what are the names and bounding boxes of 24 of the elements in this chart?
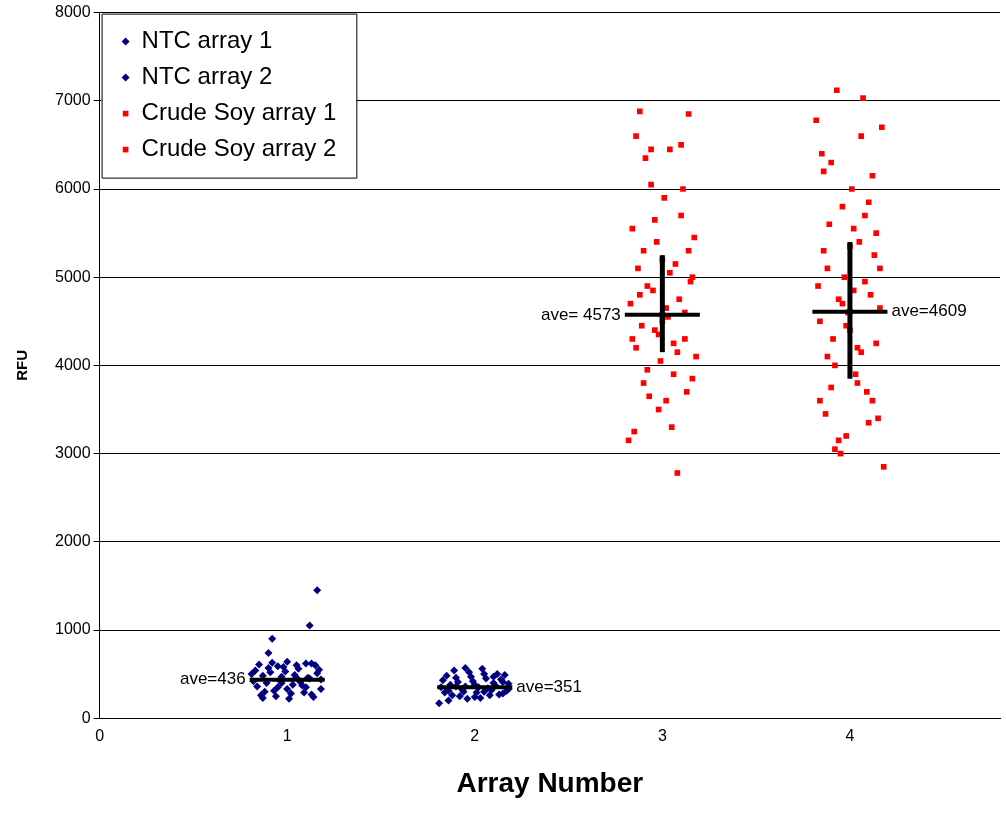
y-tick-label: 1000 xyxy=(55,620,91,638)
y-tick-label: 6000 xyxy=(55,179,91,197)
annotation: ave=351 xyxy=(516,676,582,696)
x-axis-title: Array Number xyxy=(456,766,644,798)
annotation: ave=4609 xyxy=(891,301,967,321)
y-axis-title: RFU xyxy=(13,349,31,381)
x-tick-label: 3 xyxy=(657,727,667,745)
y-tick-label: 5000 xyxy=(55,267,91,285)
y-tick-label: 8000 xyxy=(55,3,91,21)
x-tick-label: 2 xyxy=(470,727,480,745)
x-tick-label: 0 xyxy=(95,727,105,745)
x-tick-label: 1 xyxy=(282,727,292,745)
y-tick-label: 3000 xyxy=(55,444,91,462)
y-tick-label: 7000 xyxy=(55,91,91,109)
x-tick-label: 4 xyxy=(845,727,855,745)
y-tick-label: 2000 xyxy=(55,532,91,550)
legend-label: Crude Soy array 2 xyxy=(141,134,337,162)
y-tick-label: 0 xyxy=(81,708,91,726)
annotation: ave= 4573 xyxy=(540,304,621,324)
legend-label: Crude Soy array 1 xyxy=(141,98,337,126)
legend-label: NTC array 2 xyxy=(141,62,273,90)
legend-label: NTC array 1 xyxy=(141,26,273,54)
y-tick-label: 4000 xyxy=(55,355,91,373)
annotation: ave=436 xyxy=(179,669,246,689)
